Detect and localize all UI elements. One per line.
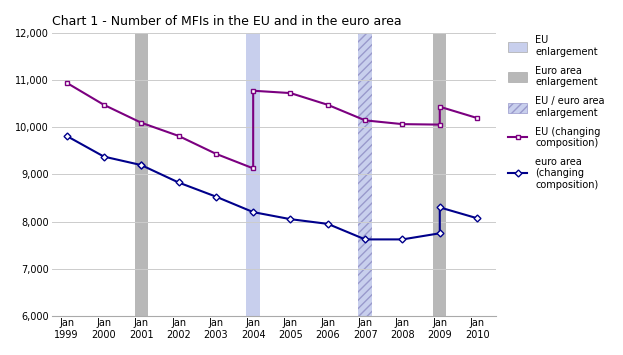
Bar (358, 33, 372, 316)
Bar (247, 33, 260, 316)
Legend: EU
enlargement, Euro area
enlargement, EU / euro area
enlargement, EU (changing
: EU enlargement, Euro area enlargement, E… (505, 33, 607, 193)
Bar (433, 33, 447, 316)
Bar (135, 33, 148, 316)
Text: Chart 1 - Number of MFIs in the EU and in the euro area: Chart 1 - Number of MFIs in the EU and i… (52, 15, 401, 28)
